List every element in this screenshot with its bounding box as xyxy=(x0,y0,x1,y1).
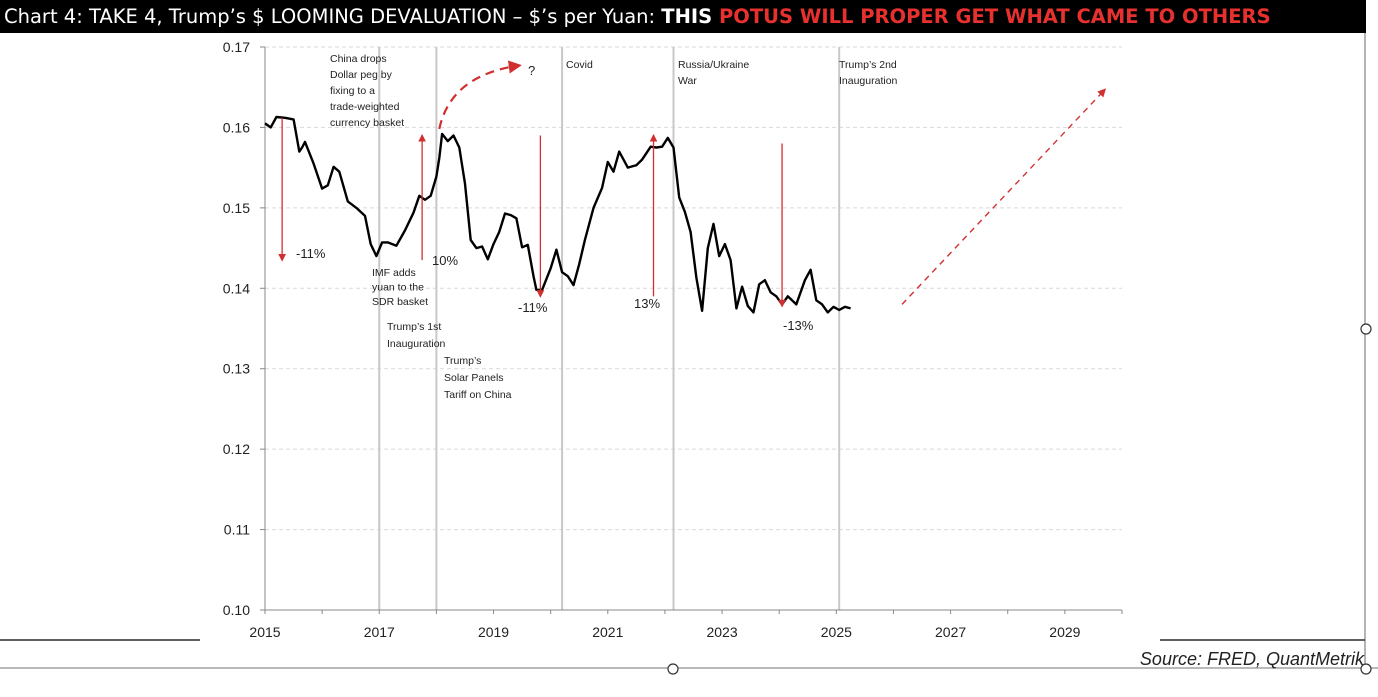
annotations: China drops Dollar peg by fixing to a trade… xyxy=(296,53,898,401)
event-label-imf: IMF adds xyxy=(372,267,416,279)
title-highlight: POTUS WILL PROPER GET WHAT CAME TO OTHER… xyxy=(719,5,1271,28)
axes xyxy=(264,47,1122,611)
china-drops-note: fixing to a xyxy=(330,85,375,97)
question-mark: ? xyxy=(528,63,535,78)
resize-handle-corner[interactable] xyxy=(1360,663,1372,675)
arrow-forecast-dashed xyxy=(901,88,1107,305)
y-tick-label: 0.17 xyxy=(223,39,250,55)
event-label-imf: SDR basket xyxy=(372,296,428,308)
series-group xyxy=(264,115,851,314)
resize-handle-bottom[interactable] xyxy=(667,663,679,675)
change-label-2024: -13% xyxy=(783,318,814,333)
title-main: Chart 4: TAKE 4, Trump’s $ LOOMING DEVAL… xyxy=(4,5,662,28)
y-tick-label: 0.12 xyxy=(223,441,250,457)
event-label-ukraine-war: War xyxy=(678,75,697,87)
china-drops-note: trade-weighted xyxy=(330,101,400,113)
y-tick-label: 0.15 xyxy=(223,200,250,216)
change-label-2019: -11% xyxy=(518,300,548,315)
change-label-2017: 10% xyxy=(432,253,458,268)
event-label-trump-2nd: Inauguration xyxy=(839,75,898,87)
title-bold: THIS xyxy=(661,5,719,28)
x-tick-label: 2019 xyxy=(478,624,509,640)
event-label-covid: Covid xyxy=(566,59,593,71)
resize-handle-right[interactable] xyxy=(1360,323,1372,335)
event-label-trump-1st: Trump’s 1st xyxy=(387,321,441,333)
y-tick-label: 0.14 xyxy=(223,280,250,296)
y-tick-label: 0.16 xyxy=(223,119,250,135)
x-tick-label: 2027 xyxy=(935,624,966,640)
gridlines xyxy=(265,46,1122,531)
event-label-trump-1st: Inauguration xyxy=(387,338,446,350)
event-lines xyxy=(378,47,841,610)
x-axis-ticks: 2015 2017 2019 2021 2023 2025 2027 2029 xyxy=(249,610,1123,640)
event-label-solar-tariff: Solar Panels xyxy=(444,372,504,384)
change-label-2015: -11% xyxy=(296,246,326,261)
china-drops-note: China drops xyxy=(330,53,387,65)
x-tick-label: 2015 xyxy=(249,624,280,640)
frame-lines xyxy=(0,33,1378,675)
arrow-curved-dashed xyxy=(438,60,522,130)
event-label-trump-2nd: Trump’s 2nd xyxy=(839,59,897,71)
event-label-solar-tariff: Tariff on China xyxy=(444,389,512,401)
source-note: Source: FRED, QuantMetrik xyxy=(1139,649,1364,669)
y-tick-label: 0.11 xyxy=(224,522,250,538)
annotation-arrows xyxy=(278,60,1107,308)
chart-title-bar: Chart 4: TAKE 4, Trump’s $ LOOMING DEVAL… xyxy=(0,0,1366,33)
x-tick-label: 2025 xyxy=(821,624,852,640)
x-tick-label: 2023 xyxy=(706,624,737,640)
x-tick-label: 2017 xyxy=(364,624,395,640)
change-label-2021: 13% xyxy=(634,296,660,311)
china-drops-note: currency basket xyxy=(330,117,404,129)
y-axis-ticks: 0.10 0.11 0.12 0.13 0.14 0.15 0.16 0.17 xyxy=(223,39,265,618)
event-label-imf: yuan to the xyxy=(372,282,424,294)
x-tick-label: 2029 xyxy=(1049,624,1080,640)
event-label-ukraine-war: Russia/Ukraine xyxy=(678,59,749,71)
series-line xyxy=(264,115,851,314)
event-label-solar-tariff: Trump’s xyxy=(444,355,481,367)
x-tick-label: 2021 xyxy=(592,624,623,640)
y-tick-label: 0.13 xyxy=(223,361,250,377)
y-tick-label: 0.10 xyxy=(223,602,250,618)
china-drops-note: Dollar peg by xyxy=(330,69,393,81)
